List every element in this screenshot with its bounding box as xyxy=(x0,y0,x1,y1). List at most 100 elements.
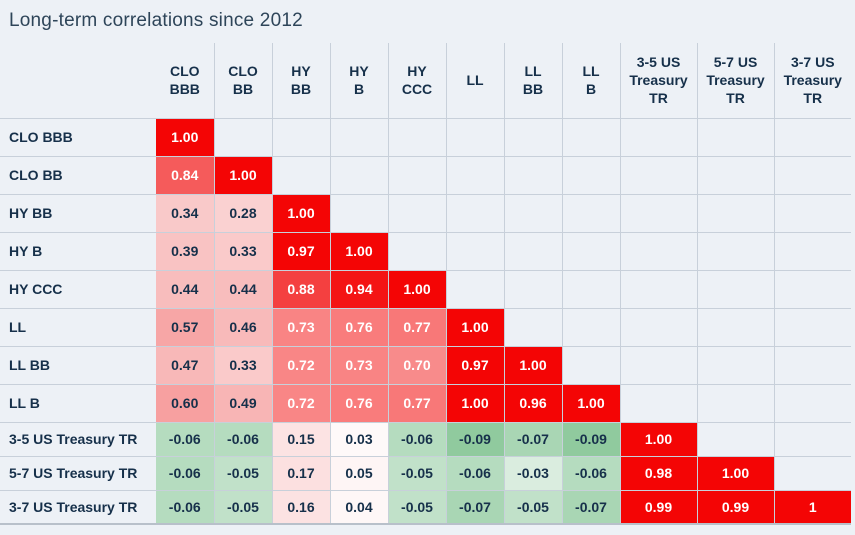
matrix-cell-empty xyxy=(503,155,562,194)
matrix-cell: 0.99 xyxy=(696,489,774,525)
matrix-cell-empty xyxy=(619,345,697,384)
matrix-cell: 0.77 xyxy=(387,307,446,346)
matrix-cell: 0.16 xyxy=(271,489,330,525)
matrix-cell: 0.17 xyxy=(271,455,330,490)
matrix-cell-empty xyxy=(696,117,774,156)
col-header-line: HY xyxy=(349,62,369,79)
matrix-cell-empty xyxy=(561,155,620,194)
col-header-line: HY xyxy=(291,62,311,79)
matrix-cell-empty xyxy=(561,231,620,270)
matrix-cell: 1.00 xyxy=(561,383,620,422)
matrix-cell: -0.05 xyxy=(213,489,272,525)
matrix-cell-empty xyxy=(445,193,504,232)
col-header-hy-b: HY B xyxy=(329,43,388,118)
matrix-cell-empty xyxy=(773,307,851,346)
matrix-cell: 0.05 xyxy=(329,455,388,490)
matrix-cell-empty xyxy=(696,421,774,456)
matrix-cell-empty xyxy=(503,117,562,156)
table-row-hy-b: HY B 0.39 0.33 0.97 1.00 xyxy=(0,231,851,270)
matrix-cell: 0.33 xyxy=(213,345,272,384)
matrix-cell-empty xyxy=(445,155,504,194)
matrix-cell-empty xyxy=(619,383,697,422)
table-row-ll-bb: LL BB 0.47 0.33 0.72 0.73 0.70 0.97 1.00 xyxy=(0,345,851,384)
matrix-cell: 0.88 xyxy=(271,269,330,308)
col-header-hy-ccc: HY CCC xyxy=(387,43,446,118)
matrix-cell: 1.00 xyxy=(445,383,504,422)
matrix-cell: 0.28 xyxy=(213,193,272,232)
matrix-cell-empty xyxy=(329,193,388,232)
matrix-cell-empty xyxy=(387,117,446,156)
matrix-cell-empty xyxy=(773,231,851,270)
matrix-cell-empty xyxy=(503,269,562,308)
matrix-cell-empty xyxy=(561,117,620,156)
matrix-cell-empty xyxy=(773,455,851,490)
matrix-cell-empty xyxy=(445,231,504,270)
matrix-cell-empty xyxy=(773,117,851,156)
col-header-line: 3-7 US xyxy=(790,53,835,70)
matrix-cell: -0.05 xyxy=(503,489,562,525)
col-header-line: BB xyxy=(232,81,254,98)
matrix-cell: 0.73 xyxy=(329,345,388,384)
matrix-cell-empty xyxy=(329,117,388,156)
matrix-cell: 1.00 xyxy=(213,155,272,194)
matrix-cell-empty xyxy=(619,117,697,156)
col-header-line: TR xyxy=(803,90,823,107)
col-header-ll: LL xyxy=(445,43,504,118)
matrix-cell: 0.77 xyxy=(387,383,446,422)
row-label-5-7-us-treasury-tr: 5-7 US Treasury TR xyxy=(0,455,156,490)
matrix-cell-empty xyxy=(773,269,851,308)
col-header-line: HY xyxy=(407,62,427,79)
matrix-cell: 0.97 xyxy=(271,231,330,270)
col-header-line: B xyxy=(585,81,597,98)
matrix-cell-empty xyxy=(561,345,620,384)
matrix-cell: -0.05 xyxy=(213,455,272,490)
table-row-hy-bb: HY BB 0.34 0.28 1.00 xyxy=(0,193,851,232)
col-header-ll-bb: LL BB xyxy=(503,43,562,118)
matrix-cell-empty xyxy=(773,421,851,456)
matrix-cell: 0.72 xyxy=(271,383,330,422)
table-row-3-5-us-treasury-tr: 3-5 US Treasury TR -0.06 -0.06 0.15 0.03 -0.0… xyxy=(0,421,851,456)
matrix-cell-empty xyxy=(619,155,697,194)
matrix-cell: 0.84 xyxy=(156,155,214,194)
matrix-cell: -0.07 xyxy=(445,489,504,525)
matrix-cell: -0.09 xyxy=(445,421,504,456)
corner-cell xyxy=(0,43,156,118)
matrix-cell-empty xyxy=(773,193,851,232)
col-header-line: LL xyxy=(466,72,484,89)
matrix-cell-empty xyxy=(696,269,774,308)
correlation-matrix-table: CLO BBB CLO BB HY BB HY B HY CCC LL LL BB LL B 3-5 US Tr… xyxy=(0,43,851,525)
table-row-ll: LL 0.57 0.46 0.73 0.76 0.77 1.00 xyxy=(0,307,851,346)
chart-title: Long-term correlations since 2012 xyxy=(9,10,303,31)
matrix-cell: 0.73 xyxy=(271,307,330,346)
col-header-line: Treasury xyxy=(706,72,765,89)
matrix-cell: -0.03 xyxy=(503,455,562,490)
matrix-cell: 0.94 xyxy=(329,269,388,308)
matrix-cell-empty xyxy=(619,307,697,346)
col-header-5-7-us-treasury-tr: 5-7 US Treasury TR xyxy=(696,43,774,118)
matrix-cell: 1.00 xyxy=(696,455,774,490)
col-header-line: BB xyxy=(522,81,544,98)
col-header-line: 5-7 US xyxy=(713,53,758,70)
matrix-cell: 0.44 xyxy=(213,269,272,308)
matrix-cell: 0.49 xyxy=(213,383,272,422)
matrix-cell: 0.04 xyxy=(329,489,388,525)
matrix-cell-empty xyxy=(619,231,697,270)
matrix-cell: -0.06 xyxy=(156,489,214,525)
matrix-cell: 0.57 xyxy=(156,307,214,346)
col-header-clo-bb: CLO BB xyxy=(213,43,272,118)
matrix-cell-empty xyxy=(619,269,697,308)
col-header-line: CCC xyxy=(401,81,433,98)
matrix-cell-empty xyxy=(329,155,388,194)
col-header-line: TR xyxy=(726,90,745,107)
matrix-cell: 0.47 xyxy=(156,345,214,384)
col-header-3-5-us-treasury-tr: 3-5 US Treasury TR xyxy=(619,43,697,118)
col-header-line: Treasury xyxy=(783,72,842,89)
matrix-cell-empty xyxy=(213,117,272,156)
row-label-ll-bb: LL BB xyxy=(0,345,156,384)
row-label-3-7-us-treasury-tr: 3-7 US Treasury TR xyxy=(0,489,156,525)
matrix-cell: 0.46 xyxy=(213,307,272,346)
row-label-hy-ccc: HY CCC xyxy=(0,269,156,308)
matrix-cell-empty xyxy=(619,193,697,232)
col-header-line: CLO xyxy=(169,62,200,79)
